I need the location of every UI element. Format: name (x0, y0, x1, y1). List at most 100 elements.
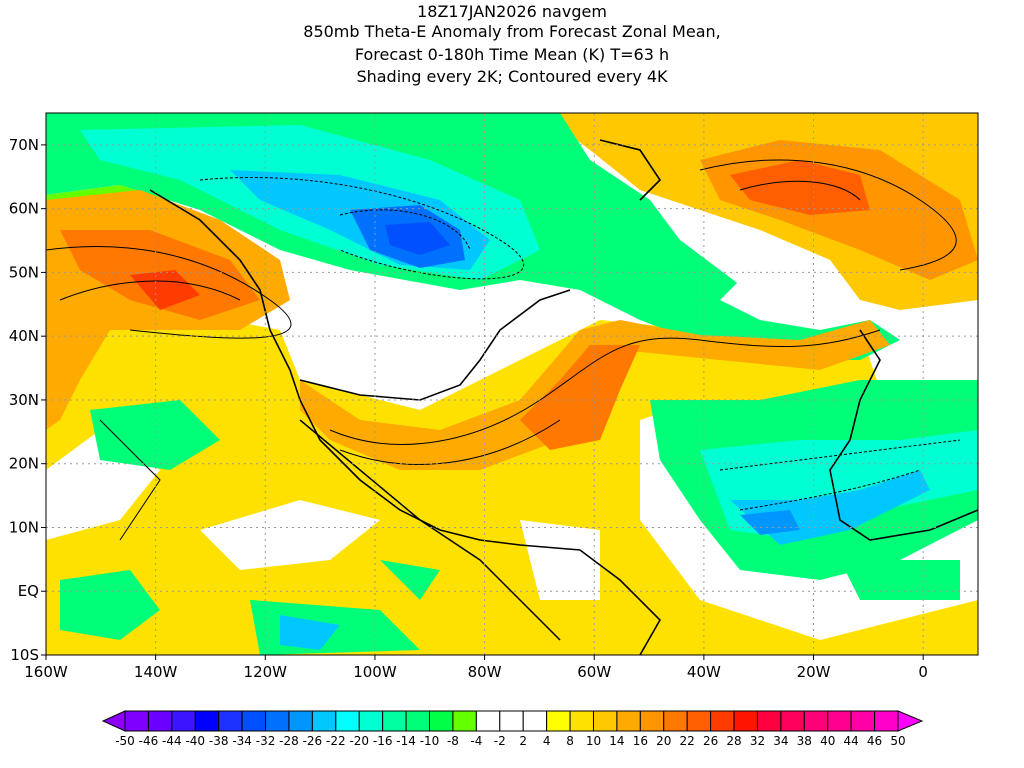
colorbar-swatch (780, 710, 805, 732)
colorbar-label: -10 (420, 734, 440, 748)
colorbar-label: 34 (773, 734, 788, 748)
colorbar-label: 10 (586, 734, 601, 748)
colorbar-label: 40 (820, 734, 835, 748)
colorbar: -50 -46 -44 -40 -38 -34 -32 -28 -26 -22 -20 -16 -14-… (101, 710, 924, 748)
positive-anomaly-yellow (46, 300, 978, 655)
colorbar-label: -22 (326, 734, 346, 748)
colorbar-swatch (241, 710, 267, 732)
colorbar-label: 26 (703, 734, 718, 748)
lat-label: 70N (9, 136, 39, 154)
title-run: 18Z17JAN2026 navgem (417, 2, 607, 21)
colorbar-label: -44 (162, 734, 182, 748)
lon-label: 160W (24, 663, 68, 681)
colorbar-label: -16 (373, 734, 393, 748)
colorbar-label: 20 (656, 734, 671, 748)
colorbar-label: -46 (139, 734, 159, 748)
lon-label: 60W (577, 663, 611, 681)
colorbar-swatch (288, 710, 313, 732)
colorbar-swatch (710, 710, 735, 732)
colorbar-label: 46 (867, 734, 882, 748)
colorbar-swatch (475, 710, 501, 732)
title-forecast: Forecast 0-180h Time Mean (K) T=63 h (354, 45, 670, 64)
colorbar-swatch (686, 710, 712, 732)
colorbar-swatch (756, 710, 782, 732)
colorbar-label: -38 (209, 734, 229, 748)
colorbar-label: 38 (797, 734, 812, 748)
colorbar-swatch (850, 710, 876, 732)
lat-label: 50N (9, 263, 39, 281)
colorbar-label: -8 (447, 734, 459, 748)
lat-label: 10N (9, 518, 39, 536)
coastlines (149, 139, 978, 655)
lat-label: 40N (9, 327, 39, 345)
colorbar-swatch (265, 710, 290, 732)
colorbar-label: -40 (185, 734, 205, 748)
colorbar-over-triangle (897, 710, 924, 732)
theta-e-field (46, 113, 978, 655)
colorbar-swatch (218, 710, 243, 732)
lon-label: 40W (687, 663, 721, 681)
colorbar-label: 8 (566, 734, 574, 748)
colorbar-swatch (592, 710, 618, 732)
lon-label: 120W (244, 663, 288, 681)
colorbar-label: 50 (890, 734, 905, 748)
lon-label: 140W (134, 663, 178, 681)
colorbar-swatch (452, 710, 477, 732)
lon-label: 20W (797, 663, 831, 681)
colorbar-swatch (546, 710, 571, 732)
colorbar-swatch (194, 710, 220, 732)
lon-label: 100W (353, 663, 397, 681)
colorbar-swatch (171, 710, 196, 732)
lon-label: 0 (918, 663, 928, 681)
colorbar-swatch (733, 710, 758, 732)
title-shading: Shading every 2K; Contoured every 4K (356, 67, 668, 86)
title-field: 850mb Theta-E Anomaly from Forecast Zona… (303, 22, 721, 41)
colorbar-label: -50 (115, 734, 135, 748)
colorbar-label: -32 (256, 734, 276, 748)
colorbar-swatch (499, 710, 524, 732)
colorbar-swatch (382, 710, 407, 732)
colorbar-label: 32 (750, 734, 765, 748)
colorbar-under-triangle (101, 710, 126, 732)
colorbar-label: 44 (844, 734, 859, 748)
colorbar-label: 4 (543, 734, 551, 748)
colorbar-label: -26 (303, 734, 323, 748)
colorbar-swatch (616, 710, 641, 732)
colorbar-swatch (124, 710, 149, 732)
colorbar-swatch (335, 710, 360, 732)
lat-label: EQ (18, 582, 39, 600)
colorbar-label: -28 (279, 734, 299, 748)
colorbar-swatch (827, 710, 852, 732)
colorbar-swatch (311, 710, 337, 732)
colorbar-swatch (639, 710, 665, 732)
lat-label: 30N (9, 391, 39, 409)
lon-label: 80W (468, 663, 502, 681)
lat-label: 60N (9, 200, 39, 218)
colorbar-swatch (803, 710, 829, 732)
colorbar-label: -34 (232, 734, 252, 748)
colorbar-label: -14 (396, 734, 416, 748)
colorbar-label: -2 (494, 734, 506, 748)
colorbar-label: -4 (470, 734, 482, 748)
lat-label: 10S (10, 646, 39, 664)
colorbar-swatch (358, 710, 384, 732)
colorbar-label: -20 (349, 734, 369, 748)
gridlines (46, 113, 978, 655)
colorbar-label: 28 (726, 734, 741, 748)
colorbar-swatch (429, 710, 454, 732)
colorbar-swatch (405, 710, 431, 732)
positive-anomaly-jet-band (300, 320, 890, 470)
contour-lines (46, 159, 957, 641)
colorbar-swatch (147, 710, 173, 732)
colorbar-label: 16 (633, 734, 648, 748)
plot-frame (45, 112, 979, 656)
colorbar-swatch (663, 710, 688, 732)
colorbar-swatch (569, 710, 594, 732)
colorbar-label: 14 (609, 734, 624, 748)
colorbar-label: 2 (519, 734, 527, 748)
colorbar-swatch (522, 710, 548, 732)
colorbar-label: 22 (680, 734, 695, 748)
colorbar-swatch (874, 710, 899, 732)
